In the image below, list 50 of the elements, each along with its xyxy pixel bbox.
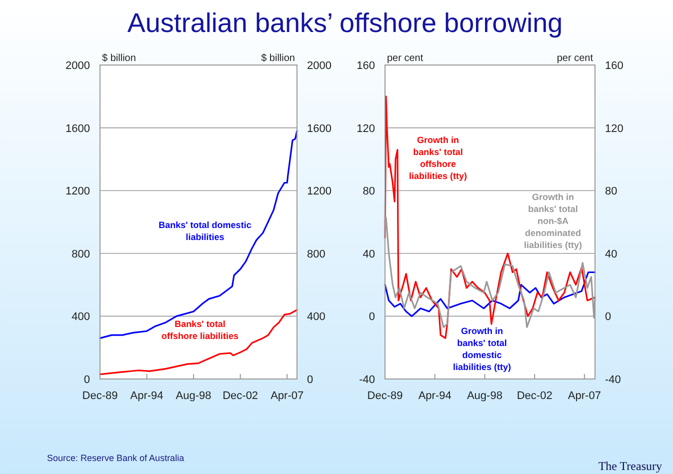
y2-tick-label: 160: [605, 60, 624, 72]
chart-title: Australian banks’ offshore borrowing: [127, 8, 563, 38]
y-tick-label: 0: [368, 311, 375, 324]
y2-tick-label: 1600: [307, 122, 332, 135]
y2-tick-label: 80: [605, 186, 618, 198]
y-tick-label: 40: [362, 248, 375, 260]
x-tick-label: Dec-02: [516, 390, 552, 402]
y2-tick-label: 40: [605, 248, 618, 260]
series-label: Growth in banks' total offshore liabilities (tty): [408, 135, 468, 181]
series-label: Banks' total domestic liabilities: [158, 220, 252, 242]
y2-tick-label: 2000: [307, 60, 332, 72]
y-tick-label: -40: [359, 374, 375, 386]
series-label: Growth in banks' total domestic liabilities (tty): [452, 326, 512, 372]
x-tick-label: Dec-89: [367, 390, 403, 402]
x-tick-label: Dec-89: [82, 390, 118, 402]
y-tick-label: 0: [84, 374, 90, 386]
line-series: [384, 96, 596, 339]
y2-tick-label: -40: [605, 374, 621, 386]
y-axis-title: $ billion: [102, 53, 136, 64]
text: The Treasury: [598, 459, 662, 473]
y2-tick-label: 800: [307, 248, 326, 260]
y-tick-label: 400: [72, 311, 90, 324]
y-tick-label: 2000: [66, 60, 90, 72]
line-series: [384, 271, 596, 317]
y-axis-title: per cent: [387, 53, 424, 64]
y-tick-label: 160: [356, 60, 375, 72]
y2-tick-label: 0: [307, 374, 314, 386]
y2-axis-title: $ billion: [261, 53, 295, 64]
x-tick-label: Dec-02: [222, 390, 258, 402]
x-tick-label: Apr-94: [130, 390, 164, 402]
y-tick-label: 800: [72, 248, 90, 260]
y-tick-label: 80: [362, 186, 375, 198]
source-note: Source: Reserve Bank of Australia: [47, 453, 184, 463]
series-label: Banks' total offshore liabilities: [161, 319, 239, 341]
y-tick-label: 120: [356, 122, 375, 135]
y-tick-label: 1600: [66, 122, 90, 135]
x-tick-label: Apr-07: [270, 390, 304, 402]
x-tick-label: Apr-07: [568, 390, 601, 402]
y2-tick-label: 400: [307, 311, 326, 324]
y-tick-label: 1200: [66, 186, 90, 198]
y2-tick-label: 1200: [307, 186, 332, 198]
line-series: [99, 309, 298, 376]
y2-axis-title: per cent: [556, 53, 594, 64]
x-tick-label: Aug-98: [466, 390, 502, 402]
line-series: [99, 130, 298, 339]
x-tick-label: Apr-94: [418, 390, 452, 402]
y2-tick-label: 0: [605, 311, 612, 324]
y2-tick-label: 120: [605, 122, 624, 135]
series-label: Growth in banks' total non-$A denominated liabilities (tty): [524, 192, 582, 250]
x-tick-label: Aug-98: [176, 390, 212, 402]
